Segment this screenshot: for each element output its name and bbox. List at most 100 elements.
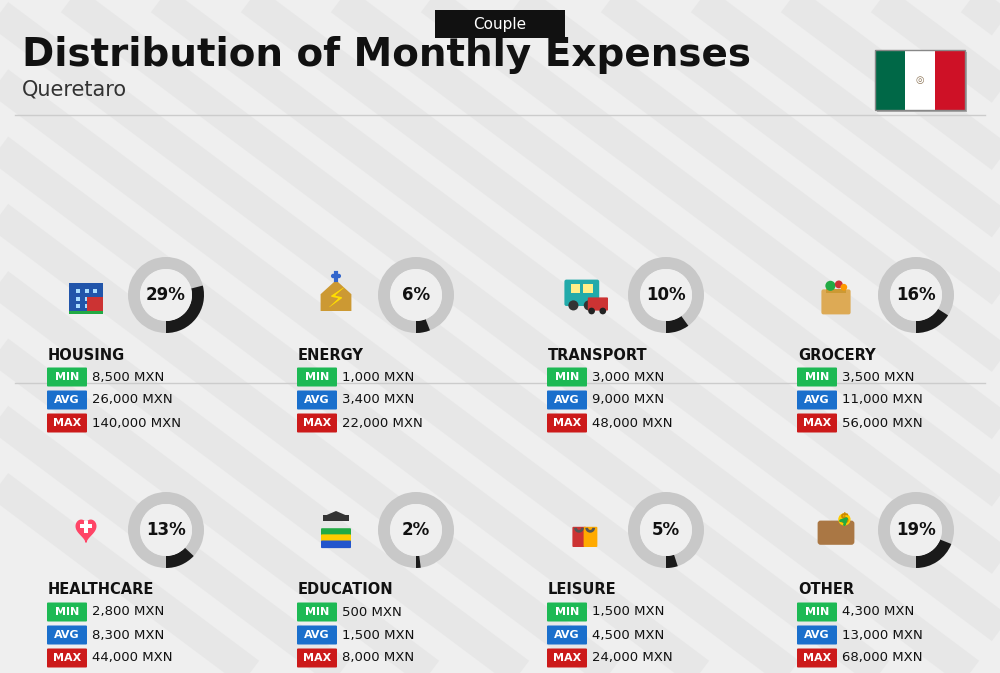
FancyBboxPatch shape: [588, 297, 608, 311]
Text: 13,000 MXN: 13,000 MXN: [842, 629, 923, 641]
Circle shape: [390, 504, 442, 556]
Text: 9,000 MXN: 9,000 MXN: [592, 394, 664, 406]
Text: MAX: MAX: [553, 653, 581, 663]
FancyBboxPatch shape: [93, 289, 97, 293]
Text: GROCERY: GROCERY: [798, 347, 876, 363]
Wedge shape: [416, 319, 430, 333]
Text: AVG: AVG: [304, 630, 330, 640]
Text: 44,000 MXN: 44,000 MXN: [92, 651, 173, 664]
Text: 48,000 MXN: 48,000 MXN: [592, 417, 672, 429]
FancyBboxPatch shape: [797, 602, 837, 621]
Wedge shape: [666, 316, 688, 333]
FancyBboxPatch shape: [69, 311, 103, 314]
Text: 3,000 MXN: 3,000 MXN: [592, 371, 664, 384]
FancyBboxPatch shape: [80, 524, 92, 528]
Text: LEISURE: LEISURE: [548, 583, 617, 598]
Wedge shape: [916, 540, 951, 568]
FancyBboxPatch shape: [547, 649, 587, 668]
FancyBboxPatch shape: [297, 649, 337, 668]
FancyBboxPatch shape: [47, 367, 87, 386]
Circle shape: [840, 284, 847, 291]
Wedge shape: [878, 492, 954, 568]
FancyBboxPatch shape: [47, 649, 87, 668]
FancyBboxPatch shape: [85, 304, 89, 308]
FancyBboxPatch shape: [321, 534, 351, 542]
Circle shape: [140, 269, 192, 321]
FancyBboxPatch shape: [85, 289, 89, 293]
FancyBboxPatch shape: [583, 285, 593, 293]
Wedge shape: [166, 285, 204, 333]
Circle shape: [588, 308, 595, 314]
Text: 3,400 MXN: 3,400 MXN: [342, 394, 414, 406]
Text: MAX: MAX: [803, 418, 831, 428]
FancyBboxPatch shape: [547, 390, 587, 409]
FancyBboxPatch shape: [797, 625, 837, 645]
Wedge shape: [628, 492, 704, 568]
FancyBboxPatch shape: [547, 367, 587, 386]
Text: MIN: MIN: [305, 372, 329, 382]
Text: 56,000 MXN: 56,000 MXN: [842, 417, 923, 429]
Wedge shape: [878, 257, 954, 333]
FancyBboxPatch shape: [826, 289, 846, 293]
Text: MIN: MIN: [805, 607, 829, 617]
FancyBboxPatch shape: [877, 52, 967, 112]
Text: MAX: MAX: [303, 418, 331, 428]
FancyBboxPatch shape: [818, 521, 854, 545]
Circle shape: [640, 269, 692, 321]
Text: MAX: MAX: [803, 653, 831, 663]
Wedge shape: [128, 492, 204, 568]
Text: 10%: 10%: [646, 286, 686, 304]
Circle shape: [140, 504, 192, 556]
Text: AVG: AVG: [304, 395, 330, 405]
Polygon shape: [326, 511, 346, 520]
Text: EDUCATION: EDUCATION: [298, 583, 394, 598]
FancyBboxPatch shape: [323, 516, 349, 521]
Text: AVG: AVG: [554, 395, 580, 405]
Wedge shape: [916, 309, 948, 333]
Text: 1,500 MXN: 1,500 MXN: [592, 606, 664, 618]
Circle shape: [390, 269, 442, 321]
Wedge shape: [666, 555, 678, 568]
Text: 2,800 MXN: 2,800 MXN: [92, 606, 164, 618]
FancyBboxPatch shape: [87, 297, 103, 311]
Text: 2%: 2%: [402, 521, 430, 539]
Circle shape: [825, 281, 835, 291]
Text: 26,000 MXN: 26,000 MXN: [92, 394, 173, 406]
Text: ⚡: ⚡: [326, 287, 346, 313]
Text: ENERGY: ENERGY: [298, 347, 364, 363]
FancyBboxPatch shape: [297, 413, 337, 433]
Text: 8,500 MXN: 8,500 MXN: [92, 371, 164, 384]
FancyBboxPatch shape: [47, 413, 87, 433]
FancyBboxPatch shape: [321, 540, 351, 548]
Wedge shape: [378, 257, 454, 333]
FancyBboxPatch shape: [47, 602, 87, 621]
Text: TRANSPORT: TRANSPORT: [548, 347, 648, 363]
Text: 140,000 MXN: 140,000 MXN: [92, 417, 181, 429]
Text: 19%: 19%: [896, 521, 936, 539]
Text: AVG: AVG: [54, 395, 80, 405]
Text: AVG: AVG: [54, 630, 80, 640]
FancyBboxPatch shape: [935, 50, 965, 110]
Text: OTHER: OTHER: [798, 583, 854, 598]
FancyBboxPatch shape: [76, 289, 80, 293]
FancyBboxPatch shape: [547, 625, 587, 645]
FancyBboxPatch shape: [47, 390, 87, 409]
Text: 22,000 MXN: 22,000 MXN: [342, 417, 423, 429]
FancyBboxPatch shape: [47, 625, 87, 645]
Text: AVG: AVG: [554, 630, 580, 640]
Text: AVG: AVG: [804, 630, 830, 640]
Text: MAX: MAX: [553, 418, 581, 428]
Text: 11,000 MXN: 11,000 MXN: [842, 394, 923, 406]
Text: $: $: [840, 512, 849, 526]
Wedge shape: [128, 257, 204, 333]
Wedge shape: [628, 257, 704, 333]
Circle shape: [584, 300, 594, 310]
Text: 3,500 MXN: 3,500 MXN: [842, 371, 914, 384]
Text: 4,500 MXN: 4,500 MXN: [592, 629, 664, 641]
FancyBboxPatch shape: [547, 602, 587, 621]
Text: MIN: MIN: [805, 372, 829, 382]
Wedge shape: [378, 492, 454, 568]
Circle shape: [890, 504, 942, 556]
Text: MAX: MAX: [53, 653, 81, 663]
Text: MAX: MAX: [53, 418, 81, 428]
